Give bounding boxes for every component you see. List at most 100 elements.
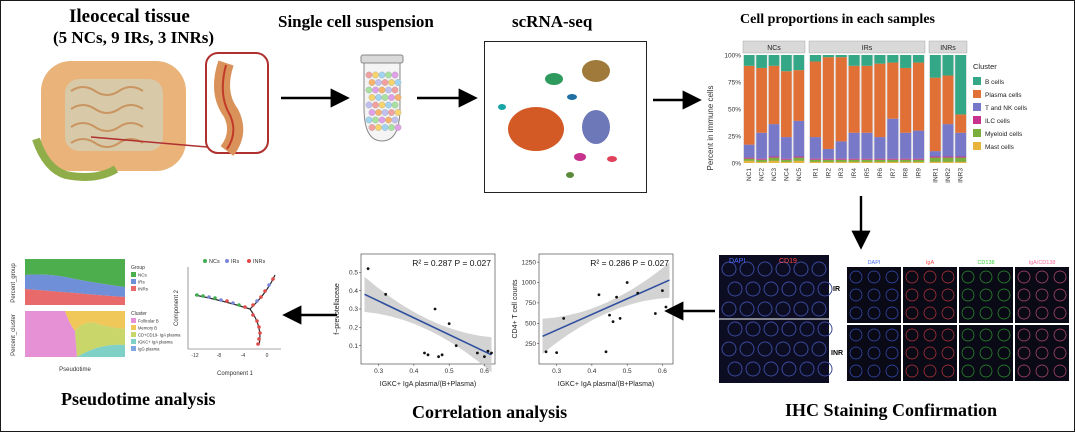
ihc-multiplex-ring bbox=[961, 270, 975, 284]
corr2-regression-line bbox=[542, 279, 670, 338]
bar-segment bbox=[900, 158, 912, 160]
ihc-multiplex-ring bbox=[1017, 270, 1031, 284]
corr2-x-tick-label: 0.3 bbox=[552, 368, 561, 375]
traj-cell-point bbox=[207, 295, 211, 299]
umap-panel bbox=[484, 41, 647, 193]
ihc-tissue-ring bbox=[817, 281, 833, 297]
ihc-multiplex-header: IgA/CD138 bbox=[1029, 260, 1056, 266]
traj-x-tick: -8 bbox=[217, 353, 222, 359]
ihc-multiplex-ring bbox=[885, 328, 899, 342]
ihc-multiplex-ring bbox=[997, 288, 1011, 302]
bar-segment bbox=[781, 158, 792, 160]
ihc-multiplex-ring bbox=[941, 306, 955, 320]
corr1-y-tick-label: 0.1 bbox=[349, 343, 358, 350]
umap-cluster-b bbox=[545, 73, 563, 85]
bar-segment bbox=[913, 130, 925, 159]
ihc-multiplex-ring bbox=[1035, 288, 1049, 302]
ihc-multiplex-ring bbox=[905, 270, 919, 284]
cell-dot bbox=[394, 94, 402, 101]
ihc-tissue-ring bbox=[721, 301, 737, 317]
traj-cell-point bbox=[256, 342, 260, 346]
pt-cluster-swatch bbox=[131, 325, 136, 330]
small-intestine bbox=[65, 79, 163, 151]
traj-cell-point bbox=[258, 331, 262, 335]
bar-segment bbox=[848, 159, 860, 162]
corr1-y-tick-label: 0.4 bbox=[349, 288, 358, 295]
ihc-multiplex-ring bbox=[941, 328, 955, 342]
corr1-point bbox=[490, 351, 493, 355]
corr2-point bbox=[604, 350, 608, 354]
ihc-multiplex-ring bbox=[979, 364, 993, 378]
bar-legend-label: Plasma cells bbox=[985, 92, 1022, 99]
ihc-multiplex-ring bbox=[923, 328, 937, 342]
ihc-tissue-ring bbox=[781, 361, 797, 377]
bar-legend-label: Myeloid cells bbox=[985, 131, 1023, 138]
ihc-multiplex-ring bbox=[1035, 364, 1049, 378]
bar-legend-label: T and NK cells bbox=[985, 105, 1028, 112]
traj-cell-point bbox=[255, 319, 259, 323]
cell-proportions-chart: Percent in immune cells 0%25%50%75%100% … bbox=[706, 40, 1028, 183]
pt-bottom-ylabel: Percent_cluster bbox=[11, 314, 17, 356]
traj-cell-point bbox=[225, 299, 229, 303]
corr2-point bbox=[611, 320, 615, 324]
bar-segment bbox=[768, 55, 780, 66]
ihc-multiplex-ring bbox=[1035, 328, 1049, 342]
pt-group-swatch bbox=[131, 279, 136, 284]
ihc-multiplex-ring bbox=[997, 346, 1011, 360]
bar-segment bbox=[955, 132, 967, 157]
ihc-tissue-ring bbox=[721, 341, 737, 357]
corr1-x-tick-label: 0.3 bbox=[374, 368, 383, 375]
traj-legend-dot bbox=[225, 259, 229, 263]
bar-segment bbox=[756, 159, 767, 162]
bar-segment bbox=[781, 137, 792, 159]
ihc-tissue-ring bbox=[745, 361, 761, 377]
bar-segment bbox=[809, 159, 821, 162]
bar-legend-label: Mast cells bbox=[985, 144, 1015, 151]
bar-segment bbox=[887, 55, 899, 63]
corr1-point bbox=[366, 267, 370, 271]
ihc-tissue-ring bbox=[727, 321, 743, 337]
corr2-y-tick-label: 250 bbox=[525, 341, 536, 348]
bar-segment bbox=[913, 55, 925, 63]
pt-cluster-label: Memory B bbox=[138, 326, 157, 331]
bar-x-tick-label: INR1 bbox=[932, 168, 939, 183]
corr1-y-tick-label: 0.3 bbox=[349, 306, 358, 313]
ihc-multiplex-ring bbox=[961, 346, 975, 360]
ihc-dapi-label: DAPI bbox=[729, 258, 745, 265]
ihc-multiplex-image bbox=[959, 325, 1013, 381]
ihc-multiplex-header: IgA bbox=[926, 260, 935, 266]
pt-cluster-label: IgG plasma bbox=[138, 347, 160, 352]
pt-group-legend-title: Group bbox=[131, 265, 145, 271]
bar-segment bbox=[768, 124, 780, 157]
bar-segment bbox=[743, 160, 755, 163]
ihc-multiplex-ring bbox=[885, 346, 899, 360]
ihc-multiplex-ring bbox=[923, 270, 937, 284]
bar-segment bbox=[955, 156, 967, 158]
bar-segment bbox=[809, 61, 821, 138]
umap-cluster-b2 bbox=[567, 94, 577, 100]
bar-segment bbox=[793, 160, 805, 163]
bar-segment bbox=[743, 158, 755, 161]
bar-facet-header bbox=[928, 40, 968, 54]
corr2-y-tick-label: 1000 bbox=[522, 280, 537, 287]
ihc-multiplex-ring bbox=[941, 346, 955, 360]
bar-segment bbox=[874, 159, 886, 162]
bar-segment bbox=[822, 158, 834, 160]
ihc-multiplex-image bbox=[903, 325, 957, 381]
traj-cell-point bbox=[231, 301, 235, 305]
traj-legend-dot bbox=[203, 259, 207, 263]
bar-x-tick-label: IR8 bbox=[903, 168, 910, 179]
traj-legend-label: INRs bbox=[253, 259, 265, 265]
corr2-stat-annotation: R² = 0.286 P = 0.027 bbox=[590, 258, 669, 268]
ihc-multiplex-ring bbox=[849, 328, 863, 342]
bar-segment bbox=[942, 157, 954, 162]
pt-cluster-legend: Cluster Follicular B Memory B CD+CD19- IgA … bbox=[131, 311, 181, 352]
ihc-tissue-ring bbox=[793, 261, 809, 277]
traj-legend-label: IRs bbox=[231, 259, 240, 265]
bar-segment bbox=[955, 161, 967, 163]
bar-segment bbox=[781, 55, 792, 72]
corr1-point bbox=[384, 292, 388, 296]
bar-segment bbox=[900, 159, 912, 162]
